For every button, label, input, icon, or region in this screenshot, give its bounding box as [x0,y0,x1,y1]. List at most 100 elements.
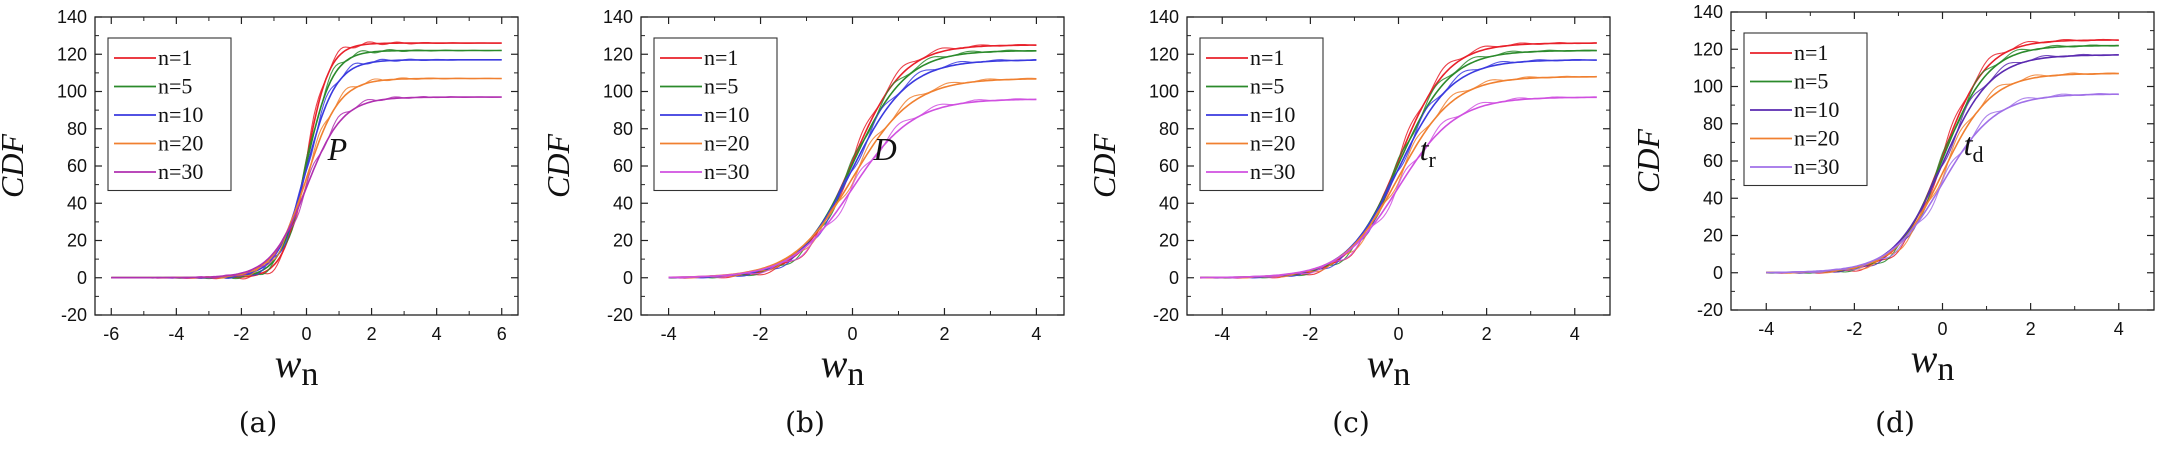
panel-annotation: P [327,131,348,167]
y-tick-label: 100 [1149,82,1179,102]
legend: n=1 n=5 n=10 n=20 n=30 [653,37,778,192]
legend-label: n=20 [704,131,749,156]
legend-label: n=30 [704,159,749,184]
x-tick-label: 4 [1570,324,1580,344]
series-line-n30 [111,96,502,279]
panel-caption: (b) [785,406,825,439]
x-tick-label: -4 [1758,319,1774,339]
y-tick-label: 20 [1703,226,1723,246]
y-axis-label: CDF [540,134,576,198]
x-tick-label: 0 [1393,324,1403,344]
y-tick-label: 140 [1693,2,1723,22]
series-lines [111,41,502,280]
y-axis-label: CDF [1630,129,1666,193]
panel-annotation: D [873,131,897,167]
y-tick-label: -20 [1697,300,1723,320]
series-line-empirical-n30 [668,98,1037,279]
panel-annotation-sub: d [1973,142,1984,167]
x-axis-label: wn [275,341,319,393]
legend-label: n=5 [158,74,192,99]
x-tick-label: 0 [847,324,857,344]
x-tick-label: -2 [753,324,769,344]
y-tick-label: 20 [1159,231,1179,251]
x-axis-label-sub: n [301,356,318,393]
y-tick-label: 140 [603,7,633,27]
x-tick-label: 2 [2026,319,2036,339]
y-tick-label: 40 [1159,193,1179,213]
y-tick-label: 60 [1703,151,1723,171]
legend-label: n=5 [1250,74,1284,99]
series-lines [1766,38,2119,274]
y-tick-label: 100 [1693,77,1723,97]
x-tick-label: 4 [1031,324,1041,344]
x-tick-label: -2 [1846,319,1862,339]
legend: n=1 n=5 n=10 n=20 n=30 [1199,37,1324,192]
x-tick-label: 2 [1482,324,1492,344]
y-tick-label: 40 [613,193,633,213]
y-tick-label: 120 [1149,44,1179,64]
x-axis-label-main: w [275,341,302,386]
y-tick-label: 40 [1703,188,1723,208]
x-tick-label: 4 [432,324,442,344]
x-tick-label: 4 [2114,319,2124,339]
y-tick-label: 120 [57,44,87,64]
series-line-n30 [1766,93,2119,274]
y-tick-label: 80 [67,119,87,139]
legend-label: n=1 [1794,40,1828,65]
panel-annotation-main: P [327,131,348,167]
x-tick-label: -2 [233,324,249,344]
panel-caption: (d) [1875,406,1915,439]
panel-annotation-sub: r [1429,147,1437,172]
panel-annotation: td [1964,126,1984,167]
panel-annotation-main: t [1964,126,1974,162]
series-line-n30 [1200,96,1597,279]
legend-label: n=10 [1250,102,1295,127]
x-tick-label: 6 [497,324,507,344]
x-axis-label: wn [1367,341,1411,393]
series-line-n30 [668,98,1037,279]
y-tick-label: 60 [67,156,87,176]
legend-label: n=10 [704,102,749,127]
y-tick-label: 0 [1169,268,1179,288]
y-tick-label: 120 [1693,39,1723,59]
x-tick-label: 2 [939,324,949,344]
y-tick-label: -20 [607,305,633,325]
legend-label: n=30 [1794,154,1839,179]
legend-label: n=20 [1250,131,1295,156]
x-tick-label: -6 [103,324,119,344]
x-tick-label: -2 [1302,324,1318,344]
legend-label: n=30 [1250,159,1295,184]
panel-annotation: tr [1420,131,1437,172]
y-tick-label: 0 [77,268,87,288]
x-axis-label-main: w [1911,336,1938,381]
legend-label: n=5 [704,74,738,99]
y-tick-label: 60 [613,156,633,176]
x-tick-label: -4 [168,324,184,344]
legend-label: n=1 [158,45,192,70]
legend: n=1 n=5 n=10 n=20 n=30 [107,37,232,192]
y-tick-label: 80 [1159,119,1179,139]
y-tick-label: 20 [67,231,87,251]
x-axis-label-sub: n [1393,356,1410,393]
y-tick-label: 120 [603,44,633,64]
x-tick-label: -4 [661,324,677,344]
y-tick-label: 60 [1159,156,1179,176]
y-tick-label: 0 [623,268,633,288]
y-tick-label: 80 [613,119,633,139]
legend-label: n=30 [158,159,203,184]
x-axis-label: wn [1911,336,1955,388]
y-axis-label: CDF [1086,134,1122,198]
legend-label: n=20 [158,131,203,156]
legend-label: n=10 [1794,97,1839,122]
y-tick-label: 100 [57,82,87,102]
panel-annotation-main: t [1420,131,1430,167]
series-lines [1200,42,1597,279]
legend-label: n=20 [1794,126,1839,151]
legend-label: n=1 [1250,45,1284,70]
x-axis-label-sub: n [847,356,864,393]
y-tick-label: -20 [61,305,87,325]
